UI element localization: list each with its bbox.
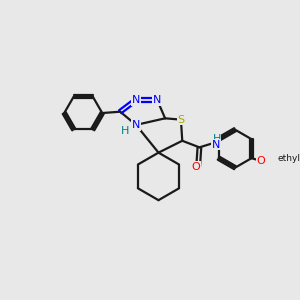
- Text: H: H: [212, 134, 221, 144]
- Text: N: N: [132, 120, 140, 130]
- Text: ethyl: ethyl: [278, 154, 300, 163]
- Text: N: N: [132, 95, 140, 105]
- Text: N: N: [153, 95, 161, 105]
- Text: O: O: [192, 162, 200, 172]
- Text: O: O: [256, 156, 265, 166]
- Text: S: S: [177, 115, 184, 124]
- Text: N: N: [212, 140, 220, 150]
- Text: H: H: [121, 126, 129, 136]
